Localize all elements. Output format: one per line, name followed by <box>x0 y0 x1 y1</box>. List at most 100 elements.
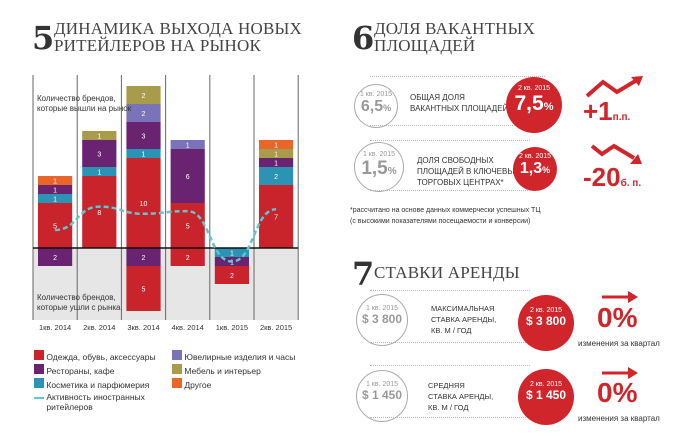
legend-item-jewelry: Ювелирные изделия и часы <box>172 350 295 362</box>
bar-value-label: 1 <box>274 143 278 150</box>
bar-value-label: 8 <box>97 210 101 217</box>
cur-label: 2 кв. 2015 <box>529 381 563 388</box>
lower-label-line2: которые ушли с рынка <box>37 303 121 312</box>
upper-label-line1: Количество брендов, <box>37 94 116 103</box>
legend-label: Одежда, обувь, аксессуары <box>46 352 156 362</box>
desc-line: ТОРГОВЫХ ЦЕНТРАХ* <box>417 178 504 187</box>
change-caption: изменения за квартал <box>578 414 660 423</box>
bar-exited-segment <box>170 248 205 266</box>
bar-value-label: 2 <box>274 174 278 181</box>
divider <box>370 342 530 343</box>
bar-value-label: 1 <box>230 260 234 267</box>
bar-entered-segment <box>38 203 73 248</box>
bar-exited-segment <box>126 266 161 311</box>
legend-item-other: Другое <box>172 378 211 390</box>
upper-label-line2: которые вышли на рынок <box>37 104 132 113</box>
x-tick-label: 1кв. 2014 <box>39 323 71 332</box>
bar-value-label: 2 <box>142 111 146 118</box>
trend-down-arrow-icon <box>590 143 642 164</box>
legend-swatch <box>172 378 182 388</box>
change-value: +1п.п. <box>583 96 630 127</box>
desc-line: ВАКАНТНЫХ ПЛОЩАДЕЙ <box>410 104 509 113</box>
bar-value-label: 1 <box>274 161 278 168</box>
cur-label: 2 кв. 2015 <box>517 85 551 92</box>
divider <box>370 290 530 291</box>
bar-value-label: 1 <box>97 170 101 177</box>
legend-label: Косметика и парфюмерия <box>46 380 150 390</box>
prev-label: 1 кв. 2015 <box>365 305 399 312</box>
bar-value-label: 2 <box>186 255 190 262</box>
bar-entered-segment <box>126 104 161 122</box>
legend-item-cosmetics: Косметика и парфюмерия <box>34 378 149 390</box>
bar-value-label: 2 <box>230 273 234 280</box>
bar-value-label: 1 <box>53 188 57 195</box>
legend-label: Мебель и интерьер <box>184 366 261 376</box>
bar-entered-segment <box>126 149 161 158</box>
change-value: 0% <box>597 377 638 408</box>
divider <box>370 140 530 141</box>
prev-value-circle: 1 кв. 2015 6,5% <box>354 84 398 128</box>
bar-value-label: 1 <box>186 143 190 150</box>
upper-label: Количество брендов, которые вышли на рын… <box>37 94 131 114</box>
retailer-chart: 5 1 1 1 2 1кв. 2014 8 1 3 1 2кв. 2014 10 1 3 2 2 2 5 3кв. … <box>32 75 299 332</box>
legend-label: Активность иностранных ритейлеров <box>46 392 145 412</box>
bar-value-label: 2 <box>142 93 146 100</box>
current-value-circle: 2 кв. 2015 7,5% <box>506 77 562 133</box>
flat-arrow-icon <box>602 367 638 379</box>
desc-line: МАКСИМАЛЬНАЯ <box>431 304 495 313</box>
bar-value-label: 2 <box>53 255 57 262</box>
trend-up-arrow-icon <box>585 76 643 98</box>
bar-entered-segment <box>259 158 294 167</box>
desc-line: ДОЛЯ СВОБОДНЫХ <box>417 156 494 165</box>
bar-entered-segment <box>82 167 117 176</box>
desc-line: КВ. М / ГОД <box>428 403 469 412</box>
prev-unit: % <box>387 166 397 177</box>
change-value: -20б. п. <box>583 162 641 193</box>
bar-entered-segment <box>38 185 73 194</box>
flat-arrow-icon <box>602 291 638 303</box>
divider <box>370 417 530 418</box>
section-6-title-line1: ДОЛЯ ВАКАНТНЫХ <box>374 19 536 38</box>
footnote: *рассчитано на основе данных коммерчески… <box>350 205 541 227</box>
bar-value-label: 2 <box>142 255 146 262</box>
section-5-title-line1: ДИНАМИКА ВЫХОДА НОВЫХ <box>54 19 303 38</box>
section-6-title: ДОЛЯ ВАКАНТНЫХ ПЛОЩАДЕЙ <box>374 20 535 54</box>
section-6-title-line2: ПЛОЩАДЕЙ <box>374 36 476 55</box>
footnote-line1: *рассчитано на основе данных коммерчески… <box>350 207 541 214</box>
legend-label: Ювелирные изделия и часы <box>184 352 296 362</box>
cur-unit: % <box>542 165 551 175</box>
divider <box>370 125 545 126</box>
change-number: -20 <box>583 162 621 192</box>
bar-value-label: 1 <box>274 152 278 159</box>
cur-value: $ 3 800 <box>525 314 567 328</box>
bar-entered-segment <box>82 176 117 248</box>
bar-entered-segment <box>38 176 73 185</box>
bar-entered-segment <box>170 149 205 203</box>
bar-entered-segment <box>259 140 294 149</box>
bar-value-label: 3 <box>97 152 101 159</box>
desc-line: СТАВКА АРЕНДЫ, <box>428 392 494 401</box>
change-unit: б. п. <box>620 178 642 189</box>
legend-item-restaurants: Рестораны, кафе <box>34 364 115 376</box>
bar-entered-segment <box>38 194 73 203</box>
section-7-title: СТАВКИ АРЕНДЫ <box>374 263 520 282</box>
row-description: ДОЛЯ СВОБОДНЫХ ПЛОЩАДЕЙ В КЛЮЧЕВЫХ ТОРГО… <box>417 155 520 188</box>
lower-label-line1: Количество брендов, <box>37 293 116 302</box>
legend-dash-icon <box>34 396 44 399</box>
bar-exited-segment <box>126 248 161 266</box>
desc-line: ОБЩАЯ ДОЛЯ <box>410 93 465 102</box>
change-value: 0% <box>597 302 638 333</box>
current-value-circle: 2 кв. 2015 $ 1 450 <box>518 369 574 425</box>
legend-label: Другое <box>184 380 212 390</box>
legend-swatch <box>34 364 44 374</box>
bar-entered-segment <box>259 185 294 248</box>
prev-value: 1,5 <box>361 158 388 179</box>
legend-item-activity: Активность иностранных ритейлеров <box>34 392 166 412</box>
legend-swatch <box>172 364 182 374</box>
bar-entered-segment <box>126 86 161 104</box>
legend-item-clothing: Одежда, обувь, аксессуары <box>34 350 156 362</box>
bar-value-label: 3 <box>142 134 146 141</box>
change-unit: п.п. <box>612 112 631 123</box>
prev-value: $ 1 450 <box>361 388 403 402</box>
change-caption: изменения за квартал <box>578 339 660 348</box>
